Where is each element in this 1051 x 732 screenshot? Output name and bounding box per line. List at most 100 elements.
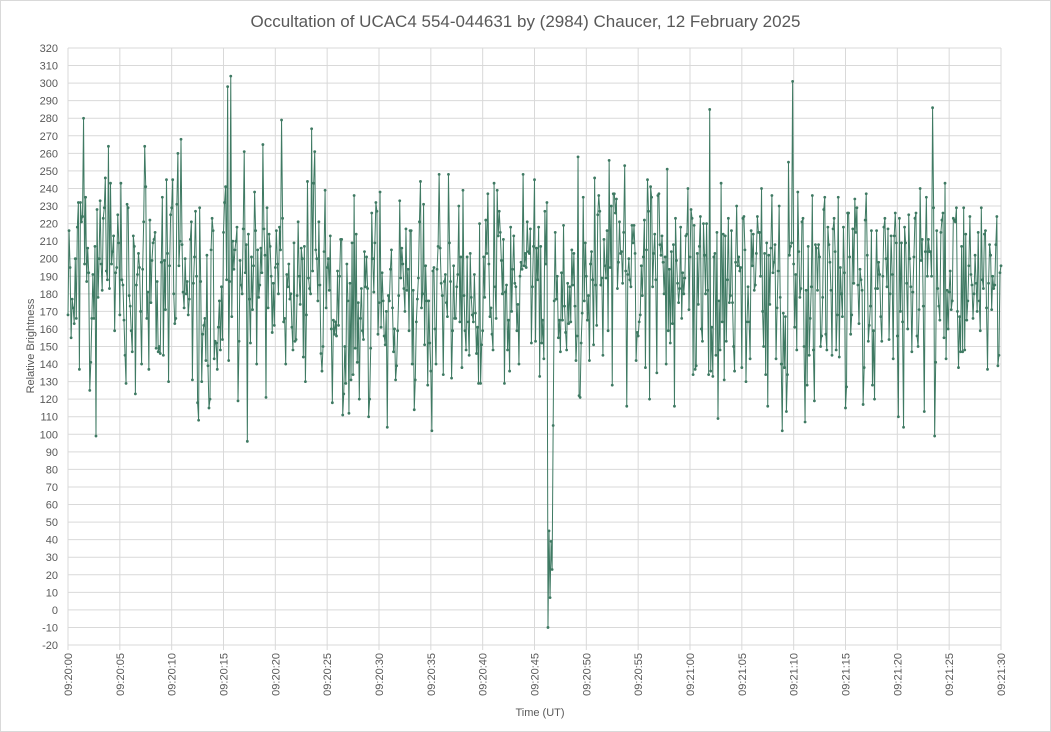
data-point: [628, 278, 632, 282]
data-point: [594, 283, 598, 287]
data-point: [93, 245, 97, 248]
data-point: [968, 215, 972, 218]
data-point: [777, 204, 781, 208]
data-point: [813, 399, 816, 403]
data-point: [101, 216, 105, 220]
data-point: [895, 334, 899, 338]
data-point: [99, 262, 103, 266]
data-point: [115, 266, 119, 269]
data-point: [644, 366, 647, 369]
data-point: [713, 252, 717, 255]
data-point: [280, 118, 283, 122]
data-point: [193, 255, 196, 259]
data-point: [461, 188, 465, 192]
data-point: [350, 241, 354, 245]
data-point: [722, 378, 726, 382]
data-point: [735, 204, 739, 208]
data-point: [334, 320, 337, 324]
x-tick-label: 09:20:25: [322, 653, 334, 696]
data-point: [875, 229, 878, 233]
data-point: [220, 285, 223, 289]
data-point: [252, 264, 255, 268]
data-point: [241, 227, 245, 231]
y-tick-label: 140: [40, 359, 58, 371]
data-point: [534, 339, 537, 343]
data-point: [456, 273, 460, 276]
data-point: [786, 373, 789, 376]
data-point: [366, 287, 369, 290]
data-point: [854, 230, 858, 234]
data-point: [94, 434, 98, 438]
data-point: [347, 411, 351, 415]
data-point: [184, 292, 188, 296]
data-point: [328, 234, 332, 238]
data-point: [231, 239, 235, 243]
data-point: [166, 252, 169, 255]
data-point: [820, 334, 824, 338]
data-point: [873, 397, 876, 401]
data-point: [531, 285, 534, 289]
data-point: [992, 287, 996, 290]
data-point: [885, 285, 889, 289]
x-tick-label: 09:20:40: [478, 653, 490, 696]
data-point: [114, 271, 118, 275]
data-point: [723, 234, 727, 238]
data-point: [436, 245, 440, 248]
data-point: [482, 255, 486, 259]
data-point: [789, 245, 792, 248]
data-point: [868, 304, 872, 308]
data-point: [439, 281, 443, 285]
data-point: [426, 383, 430, 387]
y-tick-label: 120: [40, 394, 58, 406]
data-point: [559, 350, 562, 354]
data-point: [406, 267, 410, 271]
data-point: [418, 220, 421, 224]
data-point: [666, 329, 670, 333]
data-point: [208, 397, 212, 401]
data-point: [91, 273, 95, 276]
data-point: [680, 317, 684, 320]
data-point: [685, 232, 689, 236]
data-point: [229, 74, 233, 78]
data-point: [319, 352, 323, 355]
data-point: [581, 195, 585, 199]
data-point: [542, 357, 546, 361]
data-point: [149, 301, 153, 304]
data-point: [916, 345, 920, 348]
y-tick-label: 310: [40, 61, 58, 73]
data-point: [826, 225, 830, 229]
data-point: [379, 325, 383, 329]
data-point: [863, 218, 867, 222]
data-point: [636, 334, 640, 338]
data-point: [257, 295, 261, 299]
data-point: [68, 266, 72, 269]
data-point: [371, 257, 375, 261]
data-point: [136, 273, 139, 276]
data-point: [191, 378, 194, 382]
data-point: [883, 216, 887, 220]
data-point: [81, 215, 84, 218]
data-point: [467, 353, 471, 357]
data-point: [172, 292, 176, 296]
data-point: [824, 332, 828, 336]
data-point: [513, 281, 517, 285]
data-point: [234, 239, 238, 243]
data-point: [277, 292, 280, 296]
data-point: [762, 345, 765, 348]
data-point: [374, 201, 378, 204]
data-point: [748, 357, 752, 361]
y-tick-label: 30: [46, 552, 58, 564]
data-point: [836, 195, 840, 199]
data-point: [940, 218, 944, 222]
data-point: [465, 255, 469, 259]
data-point: [451, 329, 454, 333]
data-point: [337, 324, 340, 327]
y-tick-label: 300: [40, 78, 58, 90]
data-point: [237, 339, 241, 343]
data-point: [798, 295, 802, 299]
data-point: [107, 144, 110, 148]
data-point: [979, 206, 983, 210]
data-point: [853, 197, 857, 201]
data-point: [458, 320, 462, 324]
